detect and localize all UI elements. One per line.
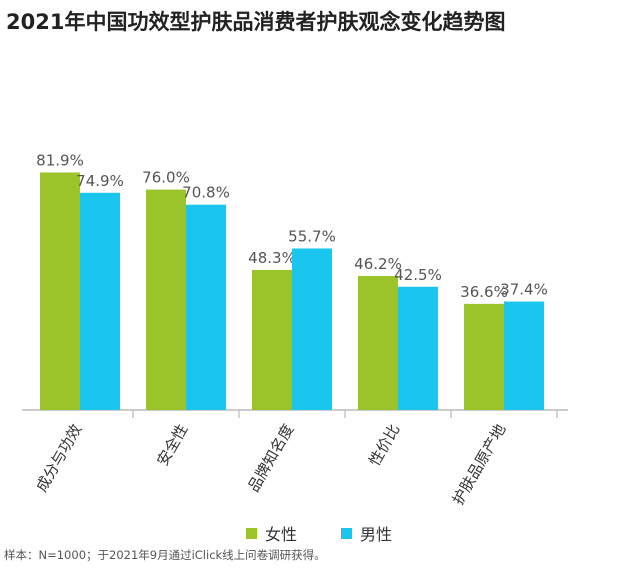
category-label: 护肤品原产地 — [449, 421, 510, 508]
bar-female — [146, 189, 186, 410]
legend: 女性 男性 — [0, 521, 638, 545]
bar-male — [186, 204, 226, 410]
legend-item-male: 男性 — [341, 521, 392, 545]
bar-value-label: 74.9% — [76, 172, 124, 190]
bar-male — [398, 286, 438, 410]
bar-value-label: 48.3% — [248, 249, 296, 267]
legend-label-male: 男性 — [360, 525, 393, 544]
category-label: 品牌知名度 — [244, 421, 297, 495]
bar-female — [464, 303, 504, 410]
bar-value-label: 81.9% — [36, 151, 84, 169]
bar-value-label: 70.8% — [182, 184, 230, 202]
category-label: 性价比 — [365, 421, 403, 469]
bar-value-label: 42.5% — [394, 266, 442, 284]
bar-value-label: 46.2% — [354, 255, 402, 273]
category-label: 成分与功效 — [32, 421, 85, 495]
bar-female — [40, 172, 80, 410]
legend-label-female: 女性 — [264, 525, 297, 544]
chart-title: 2021年中国功效型护肤品消费者护肤观念变化趋势图 — [6, 10, 506, 34]
category-label: 安全性 — [153, 421, 191, 469]
bar-male — [292, 248, 332, 410]
bar-male — [80, 192, 120, 410]
legend-swatch-male — [341, 527, 352, 539]
source-note: 样本：N=1000；于2021年9月通过iClick线上问卷调研获得。 — [4, 548, 326, 562]
bar-female — [358, 276, 398, 410]
bar-value-label: 55.7% — [288, 227, 336, 245]
bar-value-label: 36.6% — [460, 283, 508, 301]
legend-swatch-female — [245, 527, 257, 539]
legend-item-female: 女性 — [245, 521, 297, 545]
bar-value-label: 76.0% — [142, 169, 190, 187]
bar-value-label: 37.4% — [500, 281, 548, 299]
bar-male — [504, 301, 544, 410]
bar-female — [252, 269, 292, 410]
